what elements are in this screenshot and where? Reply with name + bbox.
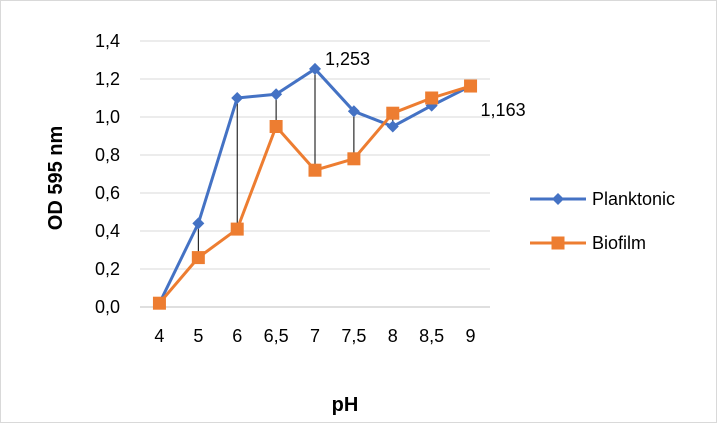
y-tick-label: 1,4 [95, 31, 120, 51]
biofilm-marker [308, 163, 322, 177]
biofilm-marker [152, 296, 166, 310]
y-tick-label: 0,4 [95, 221, 120, 241]
biofilm-marker [347, 152, 361, 166]
x-tick-label: 6 [232, 326, 242, 346]
y-tick-label: 1,0 [95, 107, 120, 127]
data-label: 1,163 [481, 100, 526, 120]
y-tick-label: 0,2 [95, 259, 120, 279]
y-tick-label: 0,6 [95, 183, 120, 203]
biofilm-marker [464, 79, 478, 93]
planktonic-marker [347, 105, 360, 118]
data-label: 1,253 [325, 49, 370, 69]
planktonic-marker [309, 62, 321, 75]
data-labels: 1,253 1,163 [325, 49, 526, 120]
x-tick-labels: 4 5 6 6,5 7 7,5 8 8,5 9 [154, 326, 475, 346]
legend-biofilm-label: Biofilm [592, 233, 646, 253]
biofilm-marker [269, 120, 283, 133]
biofilm-marker [230, 222, 244, 236]
series-markers [152, 62, 478, 310]
x-tick-label: 8,5 [419, 326, 444, 346]
x-tick-label: 9 [466, 326, 476, 346]
y-tick-label: 0,0 [95, 297, 120, 317]
planktonic-marker [231, 92, 244, 104]
y-tick-label: 1,2 [95, 69, 120, 89]
x-tick-label: 5 [193, 326, 203, 346]
y-axis-title: OD 595 nm [45, 126, 67, 230]
biofilm-marker [425, 91, 439, 105]
y-tick-labels: 0,0 0,2 0,4 0,6 0,8 1,0 1,2 1,4 [95, 31, 120, 317]
legend-biofilm-marker [551, 236, 565, 250]
x-tick-label: 7,5 [341, 326, 366, 346]
legend: Planktonic Biofilm [530, 189, 675, 253]
biofilm-marker [191, 251, 205, 265]
y-tick-label: 0,8 [95, 145, 120, 165]
planktonic-marker [386, 120, 399, 133]
x-tick-label: 6,5 [264, 326, 289, 346]
planktonic-marker [270, 88, 283, 101]
drop-lines [197, 68, 433, 258]
x-axis-title: pH [332, 394, 359, 416]
x-tick-label: 7 [310, 326, 320, 346]
biofilm-marker [386, 106, 400, 120]
planktonic-marker [192, 217, 205, 230]
x-tick-label: 8 [388, 326, 398, 346]
legend-planktonic-label: Planktonic [592, 189, 675, 209]
legend-planktonic-marker [552, 193, 564, 205]
x-tick-label: 4 [154, 326, 164, 346]
